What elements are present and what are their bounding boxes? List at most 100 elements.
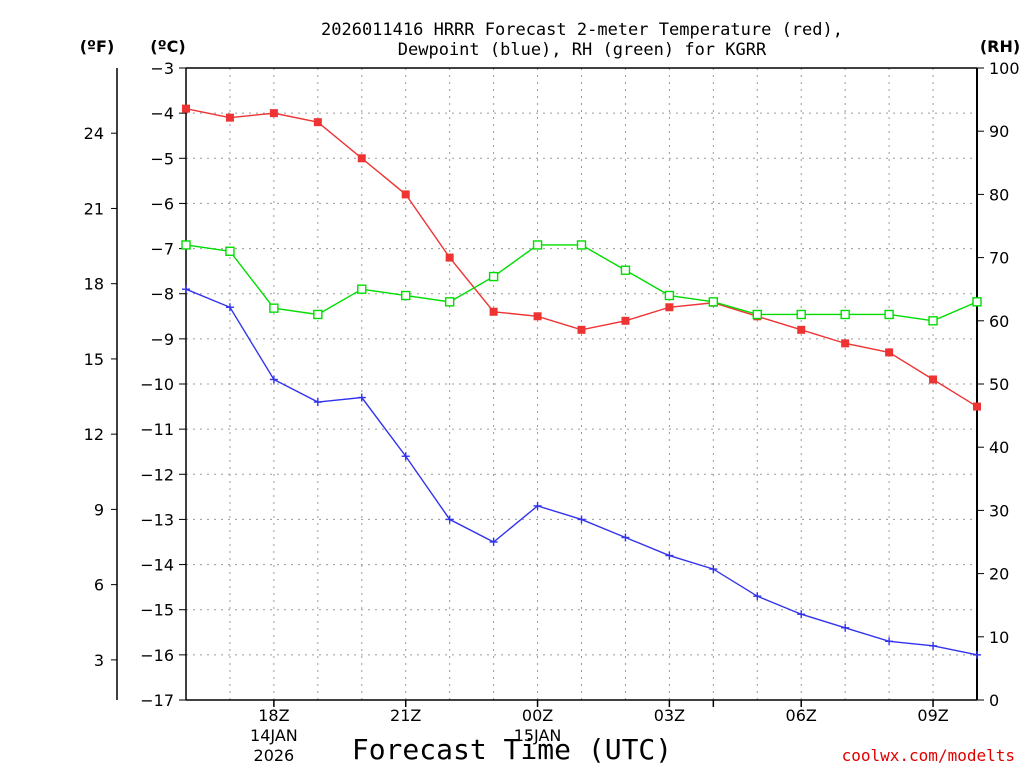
2-meter-temperature-point (182, 104, 190, 113)
dewpoint-point (313, 398, 322, 407)
rh-line (185, 244, 978, 322)
2-meter-temperature-point (665, 303, 674, 312)
x-tick-year-label: 2026 (254, 746, 295, 765)
rh-point (313, 309, 323, 320)
rh-point (664, 290, 675, 301)
2-meter-temperature-point (269, 109, 278, 118)
fahrenheit-tick-label: 15 (84, 350, 104, 369)
celsius-tick-label: −10 (140, 375, 174, 394)
celsius-tick-label: −3 (150, 59, 174, 78)
x-tick-label: 03Z (654, 706, 685, 725)
fahrenheit-unit-label: (ºF) (80, 37, 115, 56)
2-meter-temperature-point (357, 154, 366, 163)
rh-point (752, 309, 762, 320)
rh-unit-label: (RH) (980, 37, 1020, 56)
dewpoint-point (973, 650, 981, 659)
celsius-tick-label: −12 (140, 465, 174, 484)
dewpoint-point (665, 551, 674, 560)
labels-layer: −3 −4 −5 −6 −7 −8 −9 −10 −11 −12 −13 −14 −15 −16 −17 24… (84, 59, 1020, 765)
rh-point (225, 246, 235, 256)
2-meter-temperature-point (313, 118, 322, 127)
dewpoint-point (929, 641, 938, 650)
2-meter-temperature-point (841, 339, 850, 348)
celsius-tick-label: −13 (140, 510, 174, 529)
x-tick-date-label: 15JAN (514, 726, 562, 745)
celsius-tick-label: −15 (140, 601, 174, 620)
celsius-tick-label: −16 (140, 646, 174, 665)
rh-tick-label: 30 (989, 501, 1009, 520)
rh-tick-label: 20 (989, 565, 1009, 584)
dewpoint-point (753, 592, 762, 601)
fahrenheit-tick-label: 6 (94, 576, 104, 595)
x-tick-label: 21Z (390, 706, 421, 725)
dewpoint-point (885, 637, 894, 646)
2-meter-temperature-point (621, 316, 630, 325)
rh-point (576, 240, 587, 250)
celsius-tick-label: −8 (150, 285, 174, 304)
rh-point (269, 303, 279, 313)
fahrenheit-tick-label: 3 (94, 651, 104, 670)
celsius-tick-label: −6 (150, 194, 174, 213)
dewpoint-point (489, 538, 498, 546)
2-meter-temperature-point (973, 402, 981, 411)
fahrenheit-tick-label: 9 (94, 500, 104, 519)
celsius-tick-label: −17 (140, 691, 174, 710)
2-meter-temperature-point (225, 113, 234, 122)
dewpoint-point (577, 515, 586, 524)
rh-tick-label: 40 (989, 438, 1009, 457)
dewpoint-point (533, 501, 542, 510)
celsius-tick-label: −5 (150, 149, 174, 168)
dewpoint-point (225, 303, 234, 312)
2-meter-temperature-point (885, 348, 894, 357)
celsius-tick-label: −4 (150, 104, 174, 123)
rh-tick-label: 60 (989, 312, 1009, 331)
x-tick-label: 18Z (258, 706, 289, 725)
2-meter-temperature-point (929, 375, 938, 384)
rh-tick-label: 50 (989, 375, 1009, 394)
rh-tick-label: 80 (989, 185, 1009, 204)
x-tick-label: 09Z (917, 706, 948, 725)
rh-point (884, 309, 894, 320)
rh-point (401, 290, 411, 301)
rh-point (972, 297, 982, 307)
watermark-text: coolwx.com/modelts (842, 746, 1015, 765)
chart-title-line1: 2026011416 HRRR Forecast 2-meter Tempera… (321, 20, 843, 40)
rh-point (444, 297, 455, 307)
rh-tick-label: 90 (989, 122, 1009, 141)
rh-point (357, 284, 367, 294)
celsius-tick-label: −11 (140, 420, 174, 439)
dewpoint-point (709, 565, 718, 574)
2-meter-temperature-point (489, 307, 498, 316)
celsius-tick-label: −14 (140, 556, 174, 575)
dewpoint-point (797, 610, 806, 619)
rh-tick-label: 10 (989, 628, 1009, 647)
dewpoint-point (269, 375, 278, 384)
series-layer (181, 104, 982, 659)
rh-point (928, 316, 938, 326)
x-axis-label: Forecast Time (UTC) (352, 733, 672, 766)
2-meter-temperature-point (401, 190, 410, 199)
fahrenheit-tick-label: 12 (84, 425, 104, 444)
rh-point (796, 309, 806, 320)
fahrenheit-tick-label: 21 (84, 199, 104, 218)
rh-point (532, 240, 543, 250)
x-tick-label: 06Z (786, 706, 817, 725)
2-meter-temperature-point (533, 312, 542, 321)
2-meter-temperature-point (577, 325, 586, 334)
celsius-tick-label: −7 (150, 240, 174, 259)
celsius-unit-label: (ºC) (150, 37, 185, 56)
rh-point (181, 240, 191, 250)
fahrenheit-tick-label: 24 (84, 124, 104, 143)
dewpoint-point (401, 452, 410, 461)
rh-tick-label: 100 (989, 59, 1020, 78)
rh-tick-label: 0 (989, 691, 999, 710)
celsius-tick-label: −9 (150, 330, 174, 349)
x-tick-label: 00Z (522, 706, 553, 725)
chart-title-line2: Dewpoint (blue), RH (green) for KGRR (398, 40, 767, 60)
rh-point (620, 265, 631, 275)
axes-layer (111, 67, 984, 707)
x-tick-date-label: 14JAN (250, 726, 298, 745)
rh-point (708, 297, 719, 307)
rh-tick-label: 70 (989, 249, 1009, 268)
